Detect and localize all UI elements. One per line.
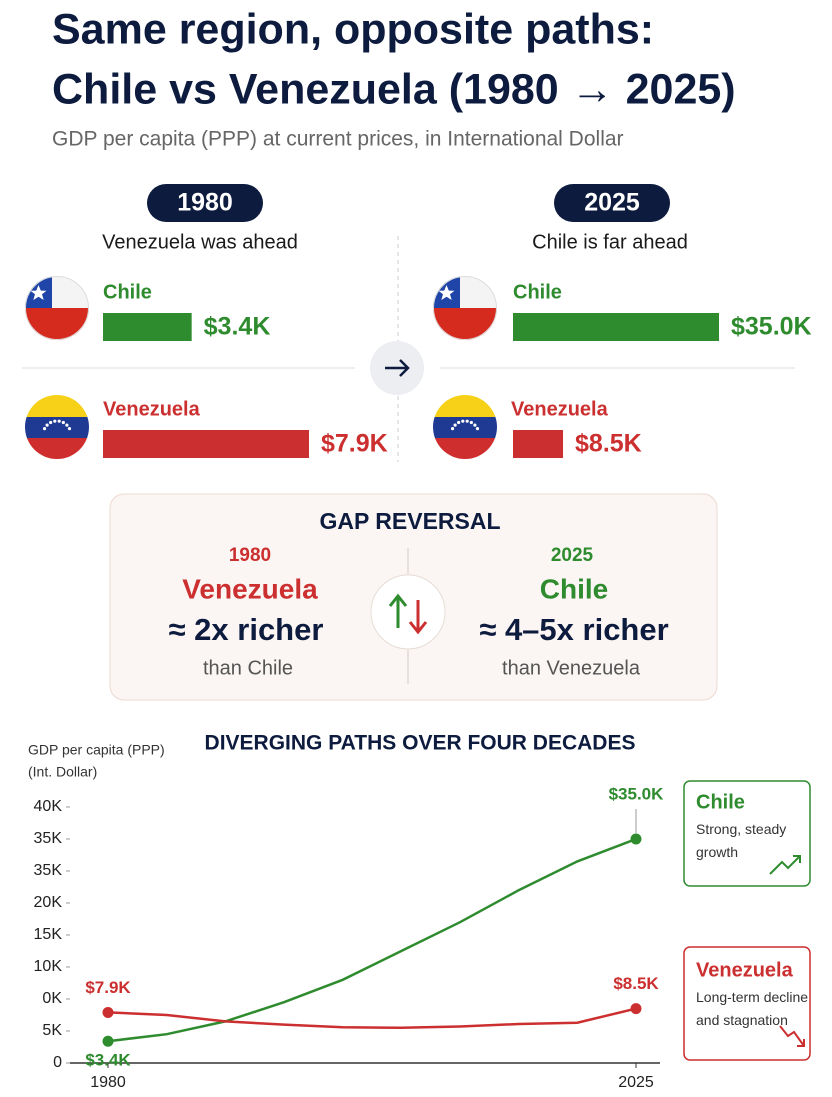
- y-axis-label: GDP per capita (PPP): [28, 742, 165, 758]
- data-label: $35.0K: [609, 784, 665, 803]
- flag-rim: [25, 276, 89, 340]
- data-label: $7.9K: [85, 978, 131, 997]
- y-tick-label: 15K: [34, 926, 63, 943]
- x-tick-label: 1980: [90, 1074, 126, 1091]
- flag-star: [475, 427, 480, 431]
- country-name: Chile: [513, 281, 562, 303]
- gap-title: GAP REVERSAL: [319, 508, 500, 534]
- flag-star: [461, 419, 465, 423]
- year: 2025: [584, 189, 640, 217]
- y-tick-label: 35K: [34, 830, 63, 847]
- legend-description: Long-term decline and stagnation: [696, 989, 808, 1028]
- legend-description: Strong, steady growth: [696, 821, 786, 860]
- bar-label: $35.0K: [731, 313, 812, 341]
- y-tick-label: 0K: [42, 990, 62, 1007]
- bar: [513, 430, 564, 458]
- flag-part: [433, 438, 497, 459]
- arrow: [385, 359, 410, 377]
- flag-star: [42, 427, 47, 431]
- flag-star: [450, 427, 455, 431]
- y-tick-label: 0: [53, 1054, 62, 1071]
- flag-part: [25, 417, 89, 438]
- trend-icon: [769, 855, 801, 875]
- year: 1980: [177, 189, 233, 217]
- y-tick-label: 5K: [42, 1022, 62, 1039]
- point: [102, 1035, 114, 1047]
- line: [107, 837, 637, 1043]
- flag-part: [25, 308, 89, 340]
- up-arrow: [388, 593, 408, 628]
- chart-title: DIVERGING PATHS OVER FOUR DECADES: [205, 732, 636, 755]
- gap-than: than Venezuela: [502, 657, 641, 679]
- x-tick-label: 2025: [618, 1074, 654, 1091]
- bar: [513, 313, 719, 341]
- caption: Venezuela was ahead: [102, 231, 298, 253]
- country-name: Chile: [103, 281, 152, 303]
- flag-star: [65, 423, 69, 427]
- flag-star: [49, 420, 53, 425]
- gap-year: 1980: [229, 545, 271, 566]
- title-line: Chile vs Venezuela (1980 → 2025): [52, 65, 736, 113]
- subtitle: GDP per capita (PPP) at current prices, …: [52, 128, 624, 151]
- point: [102, 1006, 114, 1018]
- flag-star: [53, 419, 57, 423]
- point: [630, 833, 642, 845]
- title-line: Same region, opposite paths:: [52, 5, 654, 53]
- y-tick-label: 40K: [34, 798, 63, 815]
- year-pill: [554, 184, 670, 222]
- bar-label: $8.5K: [575, 430, 642, 458]
- legend-name: Chile: [696, 791, 745, 813]
- data-label: $8.5K: [613, 974, 659, 993]
- y-axis-label: (Int. Dollar): [28, 764, 97, 780]
- gap-than: than Chile: [203, 657, 293, 679]
- gap-year: 2025: [551, 545, 594, 566]
- year-pill: [147, 184, 263, 222]
- flag-part: [433, 395, 497, 417]
- flag-star: [453, 423, 457, 427]
- flag-star: [438, 285, 455, 300]
- swap-circle: [370, 574, 446, 650]
- gap-country: Chile: [540, 573, 608, 604]
- gap-ratio: ≈ 2x richer: [169, 612, 324, 647]
- flag-part: [433, 417, 497, 438]
- bar: [103, 313, 192, 341]
- flag-rim: [433, 276, 497, 340]
- flag-star: [57, 419, 61, 423]
- gap-ratio: ≈ 4–5x richer: [479, 612, 668, 647]
- flag-part: [25, 438, 89, 459]
- legend-box: [683, 946, 811, 1061]
- y-tick-label: 10K: [34, 958, 63, 975]
- y-tick-label: 20K: [34, 894, 63, 911]
- flag-star: [30, 285, 47, 300]
- caption: Chile is far ahead: [532, 231, 688, 253]
- venezuela-flag: [433, 395, 497, 459]
- flag-star: [457, 420, 461, 425]
- legend-box: [683, 780, 811, 887]
- flag-part: [25, 395, 89, 417]
- flag-star: [465, 419, 469, 423]
- bar-label: $7.9K: [321, 430, 388, 458]
- trend-icon: [779, 1025, 805, 1047]
- line: [107, 1007, 637, 1030]
- venezuela-flag: [25, 395, 89, 459]
- legend-name: Venezuela: [696, 959, 794, 981]
- country-name: Venezuela: [103, 398, 201, 420]
- flag-star: [67, 427, 72, 431]
- y-tick-label: 35K: [34, 862, 63, 879]
- bar-label: $3.4K: [204, 313, 271, 341]
- flag-star: [473, 423, 477, 427]
- bar: [103, 430, 309, 458]
- flag-star: [61, 420, 65, 425]
- country-name: Venezuela: [511, 398, 609, 420]
- flag-star: [469, 420, 473, 425]
- data-label: $3.4K: [85, 1051, 131, 1070]
- flag-part: [433, 308, 497, 340]
- flag-star: [45, 423, 49, 427]
- gap-country: Venezuela: [182, 573, 318, 604]
- point: [630, 1003, 642, 1015]
- down-arrow: [408, 600, 428, 635]
